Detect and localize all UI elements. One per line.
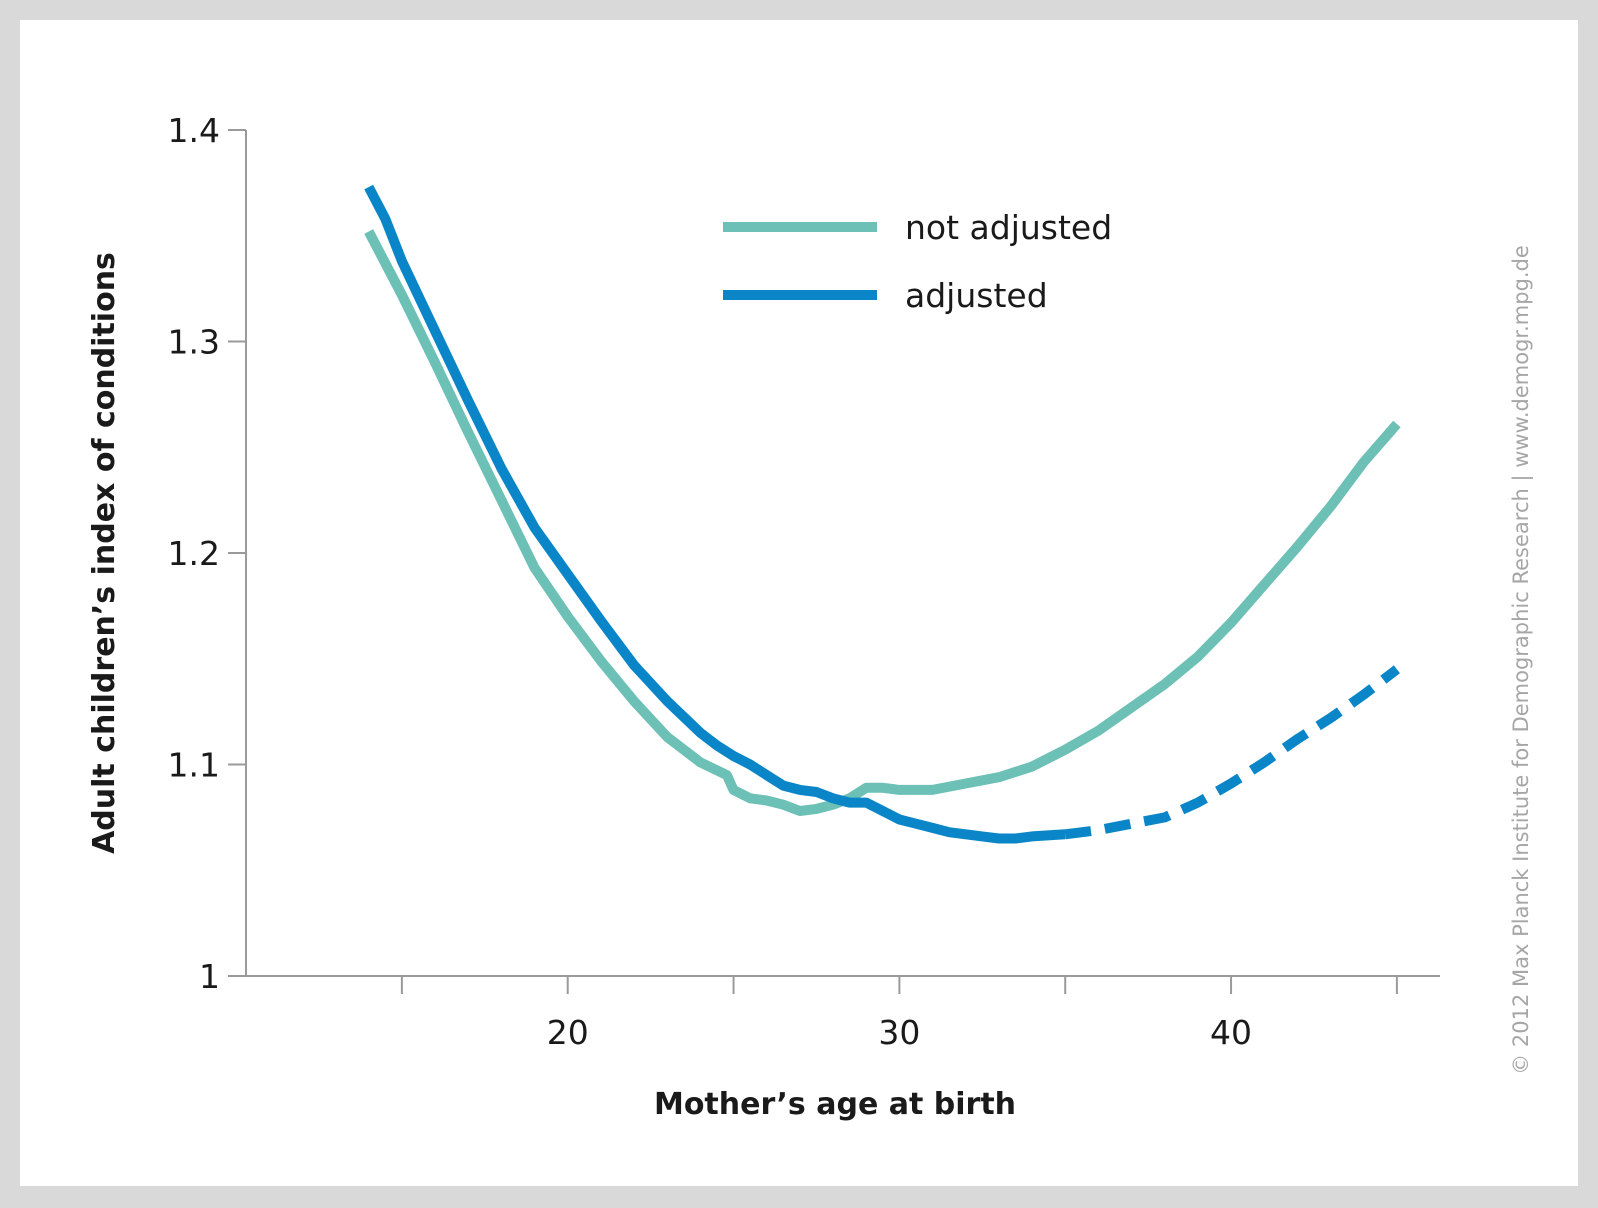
copyright-credit: © 2012 Max Planck Institute for Demograp… (1509, 245, 1534, 1075)
legend: not adjusted adjusted (723, 208, 1112, 315)
y-ticks: 1 1.1 1.2 1.3 1.4 (168, 111, 246, 996)
series-layer (364, 184, 1401, 844)
series-line-adjusted (364, 184, 1066, 844)
legend-label-not-adjusted: not adjusted (905, 208, 1112, 247)
series-line-not-adjusted (364, 229, 1401, 816)
y-tick-label: 1 (199, 957, 220, 996)
series-line-adjusted-projection (1064, 665, 1400, 840)
y-tick-label: 1.4 (168, 111, 220, 150)
y-tick-label: 1.2 (168, 534, 220, 573)
y-axis-title: Adult children’s index of conditions (87, 252, 122, 854)
legend-label-adjusted: adjusted (905, 276, 1048, 315)
y-tick-label: 1.3 (168, 323, 220, 362)
axes: 1 1.1 1.2 1.3 1.4 20 30 40 (168, 111, 1440, 1052)
x-ticks: 20 30 40 (400, 976, 1398, 1052)
y-tick-label: 1.1 (168, 746, 220, 785)
x-tick-label: 40 (1210, 1013, 1252, 1052)
chart-frame: 1 1.1 1.2 1.3 1.4 20 30 40 not adjusted adjust… (20, 20, 1578, 1186)
x-tick-label: 30 (878, 1013, 920, 1052)
x-axis-title: Mother’s age at birth (654, 1087, 1016, 1122)
line-chart: 1 1.1 1.2 1.3 1.4 20 30 40 not adjusted adjust… (87, 111, 1534, 1122)
x-tick-label: 20 (547, 1013, 589, 1052)
